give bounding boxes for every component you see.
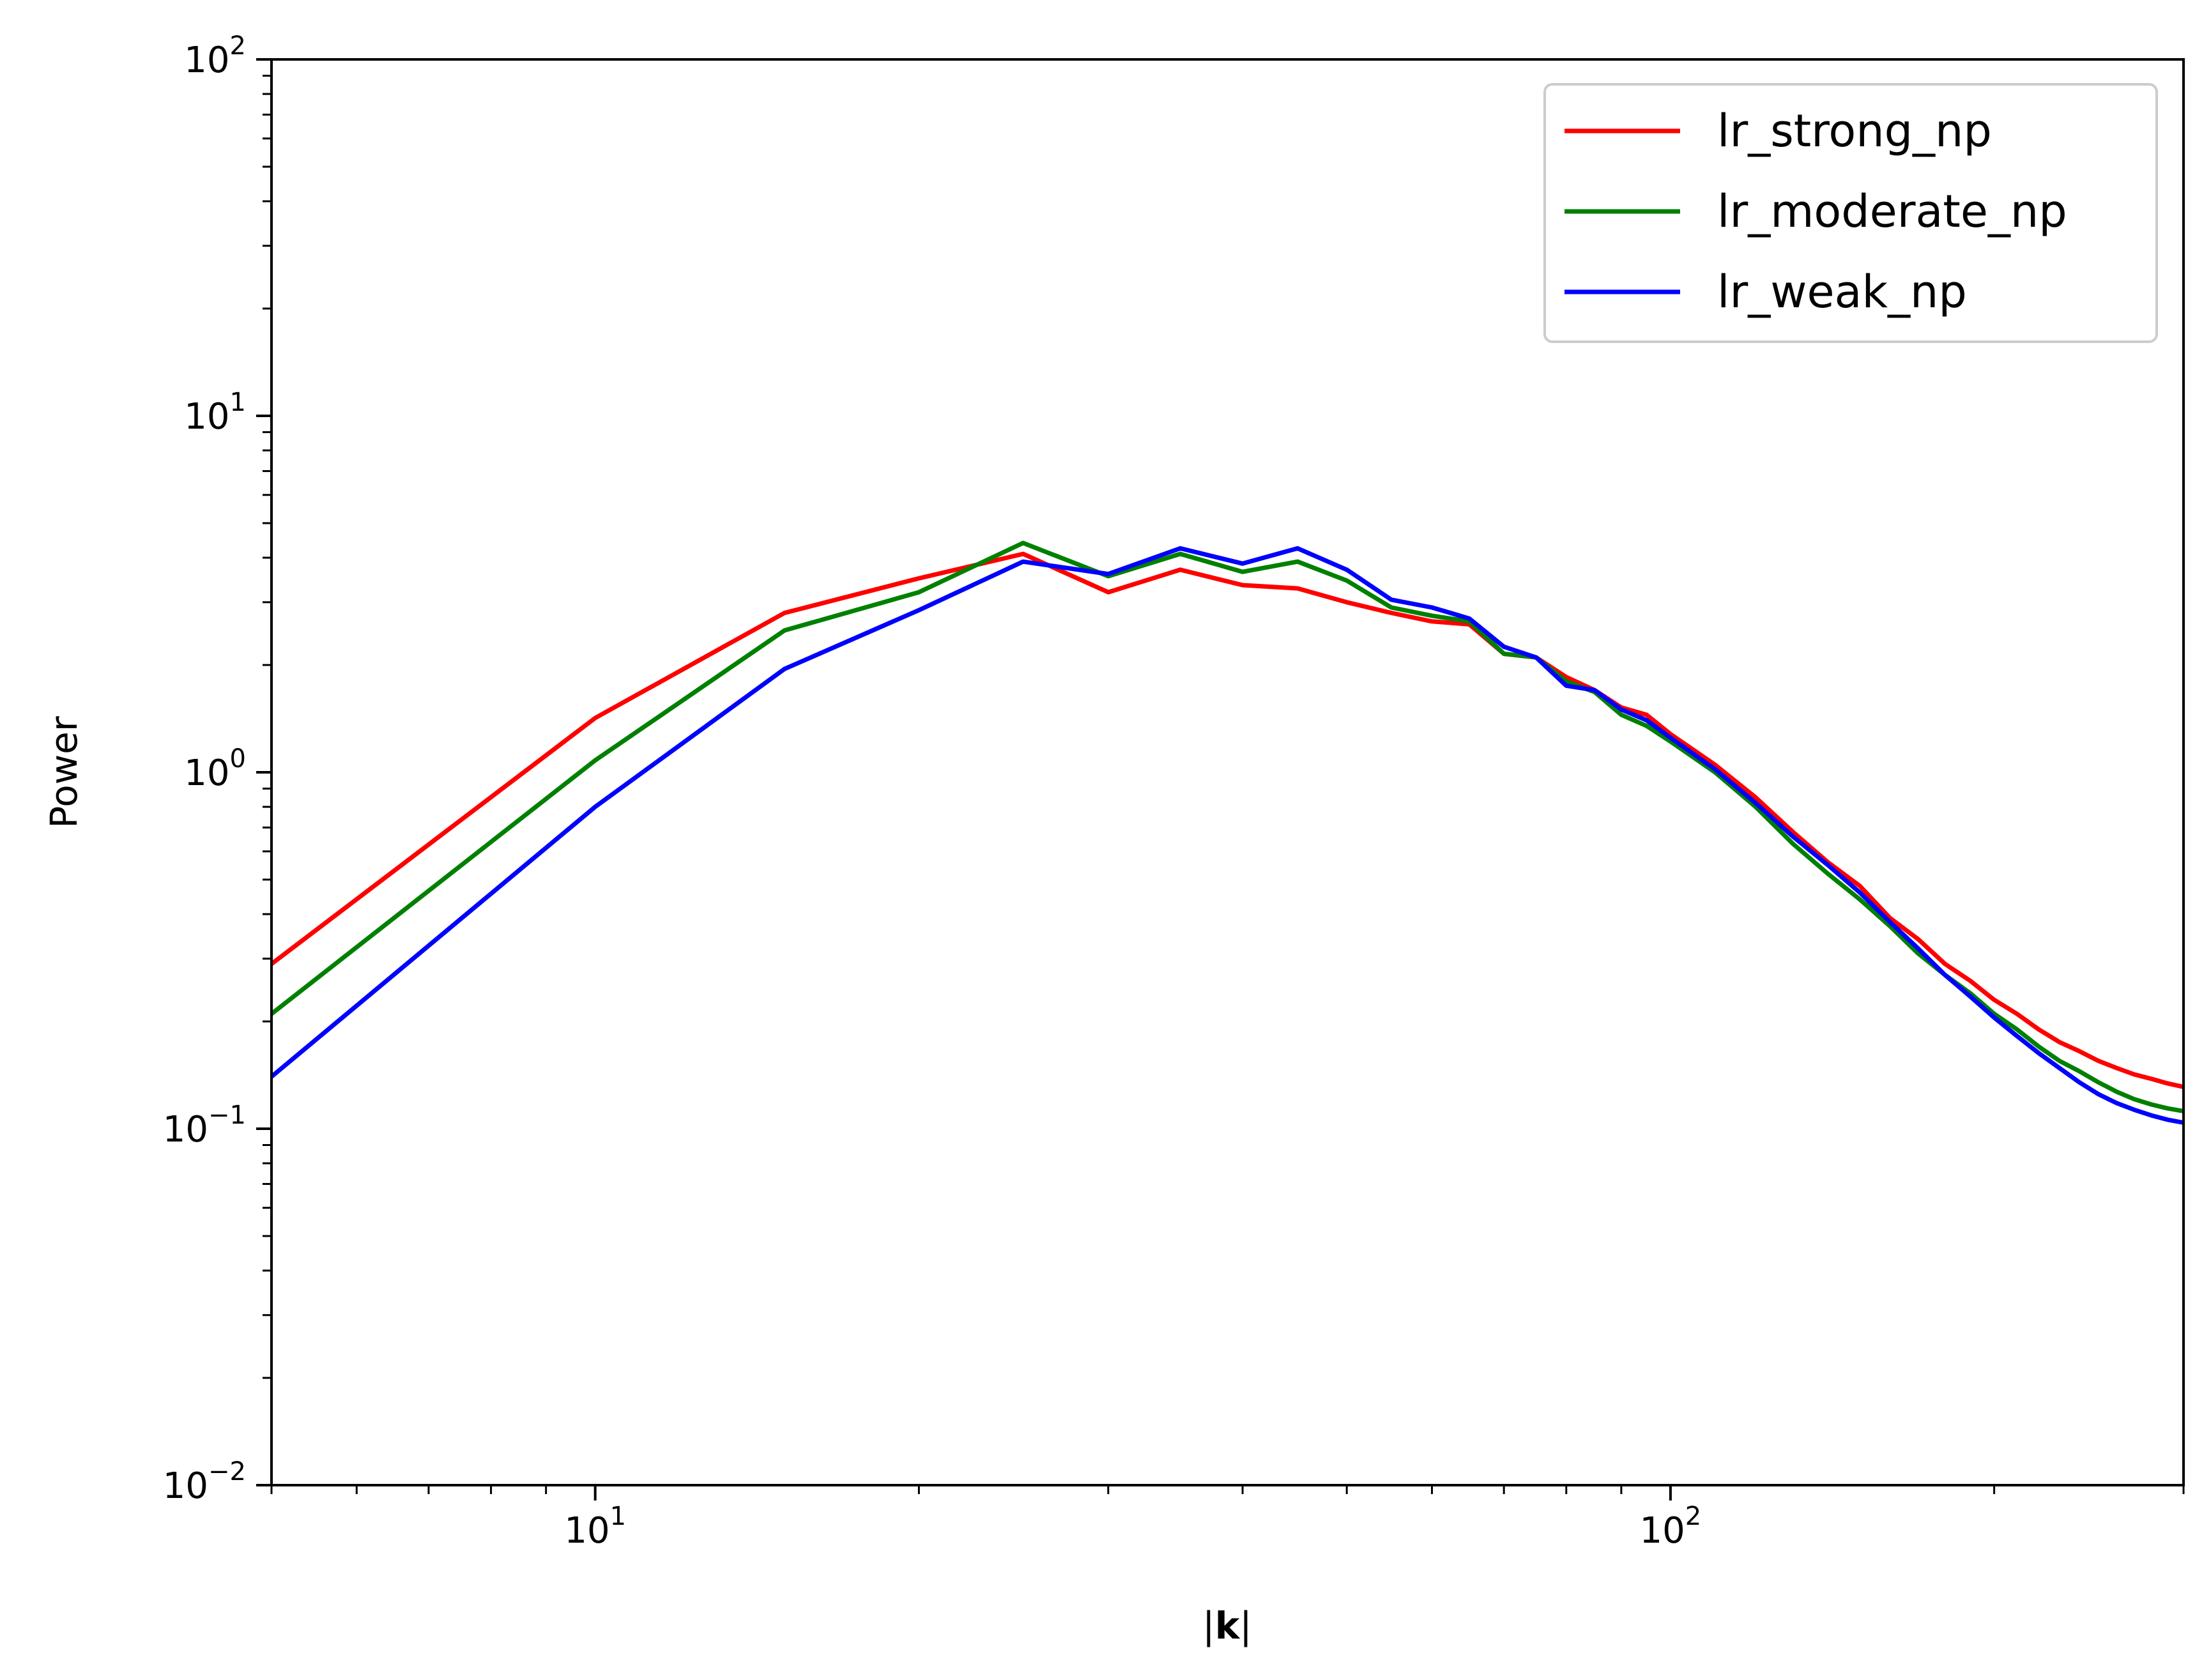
series-line-lr_strong_np [272, 551, 2184, 1090]
y-tick-label-base: 10 [184, 752, 229, 794]
x-tick-label-exponent: 1 [610, 1502, 626, 1531]
legend: lr_strong_np lr_moderate_np lr_weak_np [1543, 83, 2158, 343]
legend-label-lr_weak_np: lr_weak_np [1717, 266, 1967, 318]
y-tick-label-exponent: −2 [208, 1457, 246, 1486]
y-tick-label-base: 10 [184, 396, 229, 438]
y-tick-label: 10−2 [163, 1457, 246, 1507]
y-tick-label-base: 10 [163, 1465, 208, 1507]
legend-box [1543, 83, 2158, 343]
y-tick-label-exponent: 0 [230, 744, 246, 774]
x-tick-label: 101 [564, 1502, 626, 1552]
x-tick-label-exponent: 2 [1685, 1502, 1701, 1531]
y-tick-label: 101 [184, 388, 246, 438]
y-tick-label-exponent: −1 [208, 1101, 246, 1130]
x-tick-label-base: 10 [1640, 1510, 1685, 1552]
y-tick-label-base: 10 [163, 1109, 208, 1150]
x-tick-label-base: 10 [564, 1510, 609, 1552]
y-tick-label-exponent: 2 [230, 31, 246, 61]
legend-label-lr_moderate_np: lr_moderate_np [1717, 185, 2067, 238]
series-line-lr_weak_np [272, 546, 2184, 1126]
legend-entries: lr_strong_np lr_moderate_np lr_weak_np [1565, 105, 2067, 318]
series-layer [272, 540, 2184, 1126]
x-axis-label-bar-left: | [1202, 1604, 1215, 1647]
y-tick-label: 100 [184, 744, 246, 794]
x-axis-label-k: k [1215, 1604, 1241, 1647]
y-axis-label: Power [42, 716, 86, 829]
y-tick-label: 10−1 [163, 1101, 246, 1150]
x-axis-label-bar-right: | [1239, 1604, 1252, 1647]
y-tick-label: 102 [184, 31, 246, 81]
plot-frame [270, 58, 2185, 1486]
y-tick-label-exponent: 1 [230, 388, 246, 417]
legend-label-lr_strong_np: lr_strong_np [1717, 105, 1992, 157]
y-tick-label-base: 10 [184, 40, 229, 81]
x-axis-label: |k| [1202, 1604, 1252, 1647]
x-tick-label: 102 [1640, 1502, 1702, 1552]
series-line-lr_moderate_np [272, 540, 2184, 1114]
